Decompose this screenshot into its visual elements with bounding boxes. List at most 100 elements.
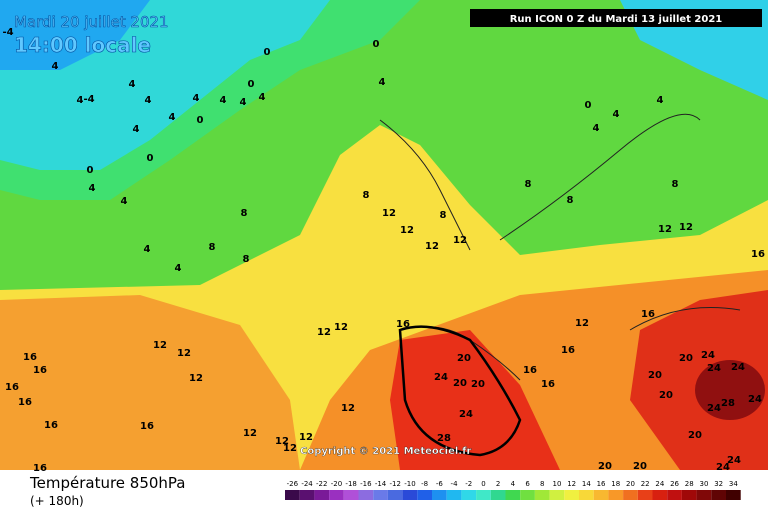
contour-label: 12 xyxy=(453,235,467,246)
legend-tick: 18 xyxy=(611,480,620,488)
contour-label: 12 xyxy=(341,403,355,414)
contour-label: 12 xyxy=(153,340,167,351)
legend-tick: 4 xyxy=(511,480,516,488)
contour-label: 4 xyxy=(89,183,96,194)
contour-label: 0 xyxy=(147,153,154,164)
contour-label: 4 xyxy=(193,93,200,104)
legend-tick: 8 xyxy=(540,480,544,488)
contour-label: 12 xyxy=(679,222,693,233)
contour-label: 20 xyxy=(633,461,647,472)
legend-tick: -2 xyxy=(465,480,472,488)
contour-label: 24 xyxy=(434,372,448,383)
contour-label: 8 xyxy=(672,179,679,190)
legend-tick: 6 xyxy=(525,480,530,488)
contour-label: 20 xyxy=(688,430,702,441)
contour-label: 24 xyxy=(716,462,730,473)
legend-swatch xyxy=(711,490,726,500)
footer-lead: (+ 180h) xyxy=(30,494,84,508)
contour-label: -4 xyxy=(2,27,13,38)
contour-label: 0 xyxy=(373,39,380,50)
legend-tick: -24 xyxy=(301,480,313,488)
contour-label: 4 xyxy=(657,95,664,106)
legend-tick: 34 xyxy=(729,480,738,488)
legend-tick: -14 xyxy=(375,480,387,488)
contour-label: 4 xyxy=(144,244,151,255)
legend-swatch xyxy=(476,490,491,500)
warm-area xyxy=(0,295,300,470)
contour-label: 16 xyxy=(523,365,537,376)
contour-label: 12 xyxy=(382,208,396,219)
contour-label: 12 xyxy=(334,322,348,333)
legend-tick: -6 xyxy=(436,480,444,488)
legend-swatch xyxy=(446,490,462,500)
contour-label: 0 xyxy=(264,47,271,58)
time: 14:00 locale xyxy=(14,33,151,57)
contour-label: 20 xyxy=(659,390,673,401)
legend-tick: -22 xyxy=(316,480,327,488)
legend-swatch xyxy=(358,490,374,500)
contour-label: 0 xyxy=(197,115,204,126)
contour-label: 12 xyxy=(575,318,589,329)
contour-label: 8 xyxy=(525,179,532,190)
legend-swatch xyxy=(608,490,624,500)
legend-swatch xyxy=(520,490,535,500)
contour-label: 20 xyxy=(598,461,612,472)
contour-label: 8 xyxy=(363,190,370,201)
run-label: Run ICON 0 Z du Mardi 13 juillet 2021 xyxy=(510,14,723,25)
run-box xyxy=(470,9,762,27)
legend-swatch xyxy=(343,490,359,500)
copyright: Copyright © 2021 Meteociel.fr xyxy=(300,446,471,457)
contour-label: 8 xyxy=(241,208,248,219)
legend-tick: 20 xyxy=(626,480,635,488)
contour-label: 16 xyxy=(541,379,555,390)
legend-swatch xyxy=(696,490,712,500)
contour-label: 4 xyxy=(145,95,152,106)
contour-label: 4 xyxy=(129,79,136,90)
coastline xyxy=(379,113,741,381)
contour-label: 20 xyxy=(648,370,662,381)
contour-label: 16 xyxy=(18,397,32,408)
legend-tick: -12 xyxy=(390,480,401,488)
contour-label: 4 xyxy=(259,92,266,103)
legend-swatch xyxy=(285,490,300,500)
legend-swatch xyxy=(505,490,521,500)
legend-swatch xyxy=(667,490,682,500)
contour-label: 24 xyxy=(459,409,473,420)
legend-swatch xyxy=(637,490,653,500)
legend-swatch xyxy=(579,490,594,500)
footer-title: Température 850hPa xyxy=(29,474,186,492)
contour-label: 16 xyxy=(5,382,19,393)
legend-tick: 14 xyxy=(582,480,591,488)
contour-label: 12 xyxy=(658,224,672,235)
legend-tick: 24 xyxy=(655,480,664,488)
legend-tick: 28 xyxy=(685,480,694,488)
contour-label: 12 xyxy=(400,225,414,236)
contour-label: 16 xyxy=(140,421,154,432)
contour-label: 4 xyxy=(613,109,620,120)
contour-label: 0 xyxy=(87,165,94,176)
legend-tick: 16 xyxy=(597,480,606,488)
legend-swatch xyxy=(534,490,550,500)
contour-label: 12 xyxy=(189,373,203,384)
contour-label: 16 xyxy=(44,420,58,431)
legend-swatch xyxy=(593,490,609,500)
legend-tick: 0 xyxy=(481,480,485,488)
contour-label: 4 xyxy=(379,77,386,88)
contour-label: 20 xyxy=(457,353,471,364)
contour-label: 12 xyxy=(317,327,331,338)
contour-label: 12 xyxy=(243,428,257,439)
legend-tick: 2 xyxy=(496,480,500,488)
date: Mardi 20 juillet 2021 xyxy=(14,13,169,31)
legend-tick: -18 xyxy=(345,480,356,488)
legend-tick: -16 xyxy=(360,480,372,488)
contour-label: 4 xyxy=(77,95,84,106)
legend-tick: -4 xyxy=(451,480,459,488)
contour-label: 24 xyxy=(701,350,715,361)
contour-label: 16 xyxy=(33,365,47,376)
contour-label: 4 xyxy=(220,95,227,106)
legend-swatch xyxy=(314,490,330,500)
legend-tick: -8 xyxy=(421,480,428,488)
contour-label: -4 xyxy=(83,94,94,105)
legend-swatch xyxy=(490,490,506,500)
